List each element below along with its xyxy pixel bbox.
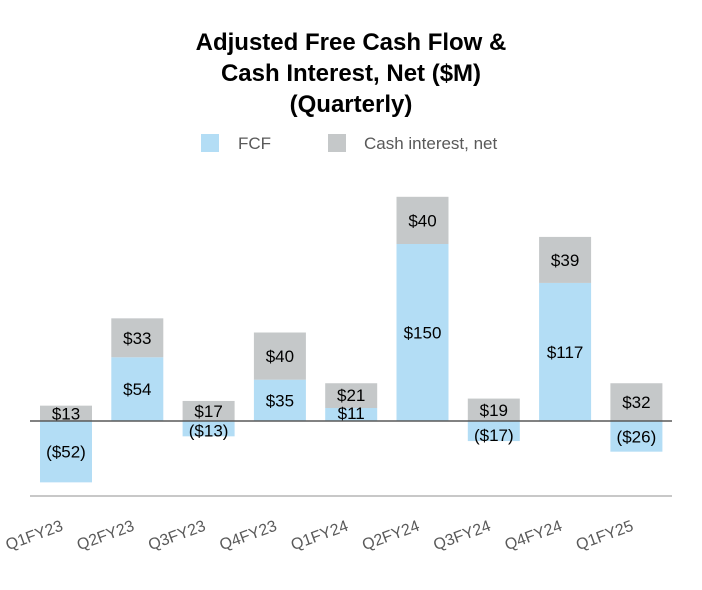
x-tick-label-q1fy24: Q1FY24 bbox=[289, 518, 351, 554]
data-label-fcf-q2fy24: $150 bbox=[404, 324, 442, 343]
data-label-fcf-q3fy23: ($13) bbox=[189, 421, 229, 440]
plot-area: ($52) $13 Q1FY23 $54 $33 Q2FY23 ($13)$17 Q3FY23… bbox=[4, 196, 672, 554]
bar-cash-interest-q3fy23 bbox=[182, 400, 235, 421]
data-label-cash-interest-q4fy24: $39 bbox=[551, 251, 579, 270]
bar-cash-interest-q4fy24 bbox=[539, 236, 592, 283]
data-label-fcf-q1fy24: $11 bbox=[338, 404, 365, 423]
data-label-cash-interest-q2fy23: $33 bbox=[123, 329, 151, 348]
data-label-fcf-q1fy23: ($52) bbox=[46, 443, 86, 462]
x-tick-label-q1fy25: Q1FY25 bbox=[574, 518, 636, 554]
data-label-cash-interest-q1fy23: $13 bbox=[52, 404, 80, 423]
data-label-cash-interest-q2fy24: $40 bbox=[408, 211, 436, 230]
legend-label-fcf: FCF bbox=[238, 134, 271, 153]
bar-cash-interest-q3fy24 bbox=[467, 398, 520, 421]
bar-fcf-q3fy24 bbox=[467, 421, 520, 442]
bar-cash-interest-q1fy24 bbox=[325, 383, 378, 409]
data-label-fcf-q4fy23: $35 bbox=[266, 391, 294, 410]
chart-title-line-3: (Quarterly) bbox=[290, 91, 413, 118]
data-label-fcf-q2fy23: $54 bbox=[123, 380, 151, 399]
chart-title: Adjusted Free Cash Flow & Cash Interest,… bbox=[196, 29, 507, 118]
bar-cash-interest-q2fy24 bbox=[396, 196, 449, 244]
bar-fcf-q2fy23 bbox=[111, 357, 164, 421]
x-tick-label-q2fy23: Q2FY23 bbox=[75, 518, 137, 554]
data-label-cash-interest-q1fy24: $21 bbox=[337, 386, 365, 405]
bar-cash-interest-q2fy23 bbox=[111, 318, 164, 358]
bar-cash-interest-q1fy23 bbox=[40, 405, 92, 421]
x-tick-label-q1fy23: Q1FY23 bbox=[4, 518, 66, 554]
x-tick-label-q2fy24: Q2FY24 bbox=[360, 518, 422, 554]
data-label-cash-interest-q3fy24: $19 bbox=[480, 401, 508, 420]
bar-fcf-q1fy24 bbox=[325, 408, 378, 421]
x-tick-label-q4fy24: Q4FY24 bbox=[503, 518, 565, 554]
bar-fcf-q2fy24 bbox=[396, 244, 449, 421]
chart-title-line-2: Cash Interest, Net ($M) bbox=[221, 60, 481, 87]
legend-swatch-cash-interest bbox=[328, 134, 346, 152]
legend: FCF Cash interest, net bbox=[201, 134, 498, 153]
data-label-fcf-q1fy25: ($26) bbox=[617, 427, 657, 446]
data-label-cash-interest-q3fy23: $17 bbox=[194, 402, 222, 421]
bar-fcf-q1fy23 bbox=[40, 421, 92, 483]
chart-title-line-1: Adjusted Free Cash Flow & bbox=[196, 29, 507, 56]
x-tick-label-q4fy23: Q4FY23 bbox=[217, 518, 279, 554]
bar-fcf-q4fy23 bbox=[253, 379, 306, 421]
bar-cash-interest-q1fy25 bbox=[610, 383, 663, 421]
bar-fcf-q4fy24 bbox=[539, 282, 592, 421]
data-label-fcf-q3fy24: ($17) bbox=[474, 426, 514, 445]
data-label-fcf-q4fy24: $117 bbox=[547, 343, 584, 362]
bar-fcf-q3fy23 bbox=[182, 421, 235, 437]
data-label-cash-interest-q4fy23: $40 bbox=[266, 347, 294, 366]
data-label-cash-interest-q1fy25: $32 bbox=[622, 393, 650, 412]
bar-cash-interest-q4fy23 bbox=[253, 332, 306, 380]
legend-label-cash-interest: Cash interest, net bbox=[364, 134, 498, 153]
x-tick-label-q3fy23: Q3FY23 bbox=[146, 518, 208, 554]
x-tick-label-q3fy24: Q3FY24 bbox=[431, 518, 493, 554]
bar-fcf-q1fy25 bbox=[610, 421, 663, 452]
legend-swatch-fcf bbox=[201, 134, 219, 152]
